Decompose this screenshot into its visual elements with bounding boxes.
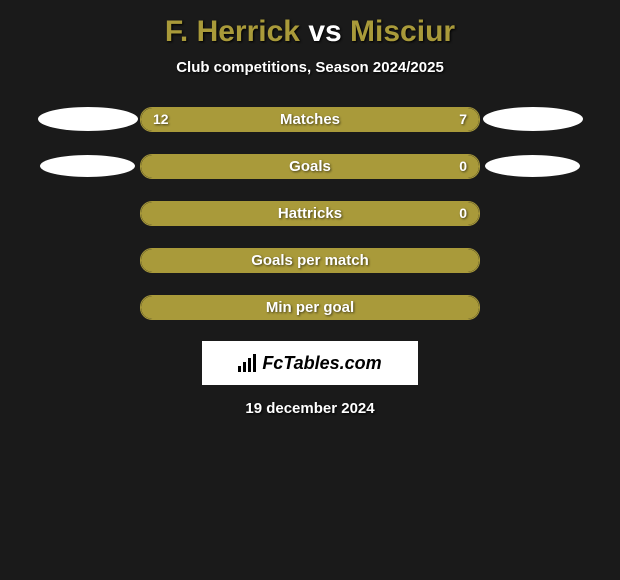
- team-logo-placeholder: [40, 155, 135, 177]
- team-logo-placeholder: [483, 107, 583, 131]
- subtitle: Club competitions, Season 2024/2025: [0, 59, 620, 76]
- player1-name: F. Herrick: [165, 15, 300, 48]
- stat-label: Min per goal: [141, 299, 479, 316]
- team-logo-right-slot: [480, 200, 585, 226]
- stats-comparison-widget: F. Herrick vs Misciur Club competitions,…: [0, 0, 620, 427]
- brand-logo: FcTables.com: [238, 353, 381, 374]
- team-logo-left-slot: [35, 294, 140, 320]
- team-logo-left-slot: [35, 247, 140, 273]
- team-logo-placeholder: [38, 107, 138, 131]
- team-logo-right-slot: [480, 106, 585, 132]
- stat-label: Goals: [141, 158, 479, 175]
- team-logo-placeholder: [485, 155, 580, 177]
- player2-name: Misciur: [350, 15, 455, 48]
- stat-row: Goals per match: [0, 247, 620, 273]
- team-logo-right-slot: [480, 247, 585, 273]
- stat-value-right: 0: [459, 205, 467, 221]
- stat-row: Min per goal: [0, 294, 620, 320]
- team-logo-left-slot: [35, 153, 140, 179]
- stat-label: Matches: [141, 111, 479, 128]
- stat-bar: Goals0: [140, 154, 480, 179]
- page-title: F. Herrick vs Misciur: [0, 15, 620, 49]
- stat-label: Hattricks: [141, 205, 479, 222]
- brand-logo-box: FcTables.com: [202, 341, 418, 385]
- stat-row: Hattricks0: [0, 200, 620, 226]
- stat-bar: Goals per match: [140, 248, 480, 273]
- chart-icon: [238, 354, 258, 372]
- vs-separator: vs: [308, 15, 341, 48]
- team-logo-right-slot: [480, 294, 585, 320]
- date-label: 19 december 2024: [0, 400, 620, 417]
- stat-rows: 12Matches7Goals0Hattricks0Goals per matc…: [0, 106, 620, 320]
- stat-value-right: 0: [459, 158, 467, 174]
- brand-name: FcTables.com: [262, 353, 381, 374]
- team-logo-right-slot: [480, 153, 585, 179]
- stat-bar: 12Matches7: [140, 107, 480, 132]
- stat-bar: Hattricks0: [140, 201, 480, 226]
- stat-label: Goals per match: [141, 252, 479, 269]
- team-logo-left-slot: [35, 106, 140, 132]
- stat-value-right: 7: [459, 111, 467, 127]
- stat-bar: Min per goal: [140, 295, 480, 320]
- stat-row: 12Matches7: [0, 106, 620, 132]
- team-logo-left-slot: [35, 200, 140, 226]
- stat-row: Goals0: [0, 153, 620, 179]
